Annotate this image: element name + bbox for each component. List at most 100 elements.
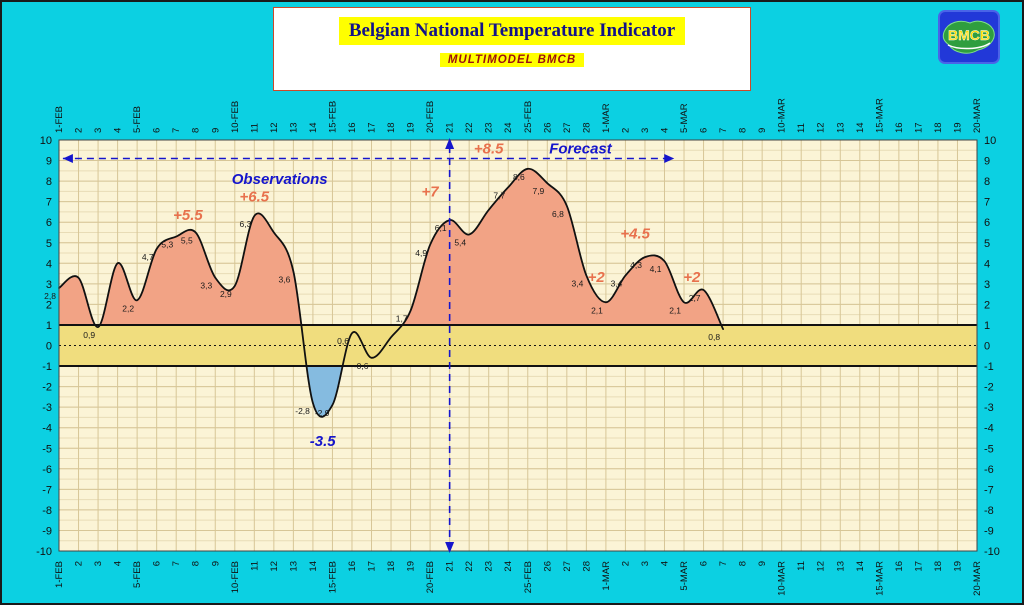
svg-text:-10: -10	[36, 546, 52, 558]
svg-text:+8.5: +8.5	[474, 140, 504, 157]
svg-text:2,1: 2,1	[669, 305, 681, 315]
svg-text:7: 7	[718, 128, 729, 133]
svg-text:-1: -1	[42, 361, 52, 373]
svg-text:10-FEB: 10-FEB	[230, 561, 241, 593]
svg-text:19: 19	[952, 561, 963, 572]
svg-text:2: 2	[74, 561, 85, 566]
svg-text:11: 11	[796, 123, 807, 133]
svg-text:0,8: 0,8	[708, 332, 720, 342]
svg-text:2,1: 2,1	[591, 305, 603, 315]
temperature-chart: 2,8 0,9 2,2 4,7 5,3 5,5 3,3 2,9 6,3 3,6 -2,8 -2,9 0,…	[36, 98, 1000, 596]
svg-text:28: 28	[581, 122, 592, 133]
svg-text:2: 2	[984, 299, 990, 311]
svg-text:7: 7	[171, 561, 182, 566]
svg-text:16: 16	[347, 561, 358, 572]
svg-text:-2,9: -2,9	[315, 408, 330, 418]
svg-text:3: 3	[46, 279, 52, 291]
svg-text:2,7: 2,7	[689, 293, 701, 303]
svg-text:9: 9	[984, 156, 990, 168]
svg-text:3: 3	[640, 128, 651, 133]
svg-text:20-MAR: 20-MAR	[972, 561, 983, 596]
svg-text:25-FEB: 25-FEB	[523, 101, 534, 133]
svg-text:-2: -2	[984, 382, 994, 394]
svg-text:27: 27	[562, 561, 573, 572]
svg-text:1: 1	[984, 320, 990, 332]
belgium-map-icon: BMCB	[942, 20, 995, 54]
svg-text:10-MAR: 10-MAR	[777, 98, 788, 133]
svg-text:4: 4	[113, 561, 124, 566]
svg-text:8: 8	[191, 128, 202, 133]
svg-text:6,8: 6,8	[552, 209, 564, 219]
svg-text:13: 13	[835, 122, 846, 133]
svg-text:7,9: 7,9	[532, 186, 544, 196]
svg-text:-9: -9	[984, 525, 994, 537]
bmcb-logo: BMCB	[938, 10, 1000, 64]
svg-text:8: 8	[738, 128, 749, 133]
svg-text:23: 23	[484, 561, 495, 572]
svg-text:8: 8	[984, 176, 990, 188]
svg-text:6: 6	[984, 217, 990, 229]
svg-text:17: 17	[913, 561, 924, 572]
svg-text:7: 7	[718, 561, 729, 566]
page-title: Belgian National Temperature Indicator	[338, 17, 686, 45]
svg-text:3: 3	[93, 128, 104, 133]
svg-text:5,5: 5,5	[181, 235, 193, 245]
svg-text:5-MAR: 5-MAR	[679, 103, 690, 133]
svg-text:7: 7	[171, 128, 182, 133]
svg-text:10-FEB: 10-FEB	[230, 101, 241, 133]
svg-text:13: 13	[835, 561, 846, 572]
svg-text:-0,6: -0,6	[354, 361, 369, 371]
svg-text:14: 14	[855, 122, 866, 133]
svg-text:6,1: 6,1	[435, 223, 447, 233]
svg-text:-3: -3	[42, 402, 52, 414]
svg-text:1-FEB: 1-FEB	[54, 561, 65, 588]
svg-text:2: 2	[46, 299, 52, 311]
svg-text:+4.5: +4.5	[620, 226, 650, 243]
svg-text:11: 11	[796, 561, 807, 571]
svg-text:-3: -3	[984, 402, 994, 414]
svg-text:18: 18	[386, 122, 397, 133]
svg-text:8: 8	[191, 561, 202, 566]
svg-text:17: 17	[367, 561, 378, 572]
svg-text:15-MAR: 15-MAR	[874, 98, 885, 133]
svg-text:12: 12	[269, 122, 280, 133]
svg-text:8: 8	[738, 561, 749, 566]
svg-text:16: 16	[894, 122, 905, 133]
svg-text:3,6: 3,6	[279, 275, 291, 285]
svg-text:6: 6	[152, 128, 163, 133]
svg-text:+2: +2	[683, 269, 701, 286]
svg-text:-4: -4	[42, 423, 52, 435]
svg-text:1,7: 1,7	[396, 314, 408, 324]
svg-text:13: 13	[288, 122, 299, 133]
svg-text:-7: -7	[42, 484, 52, 496]
svg-text:-8: -8	[984, 505, 994, 517]
svg-text:+5.5: +5.5	[173, 207, 203, 224]
svg-text:15-MAR: 15-MAR	[874, 561, 885, 596]
svg-text:8: 8	[46, 176, 52, 188]
svg-text:24: 24	[503, 122, 514, 133]
svg-text:14: 14	[308, 122, 319, 133]
svg-text:0: 0	[46, 341, 52, 353]
svg-text:3,4: 3,4	[611, 279, 623, 289]
svg-text:4: 4	[659, 561, 670, 566]
svg-text:4,3: 4,3	[630, 260, 642, 270]
svg-text:-1: -1	[984, 361, 994, 373]
svg-text:-8: -8	[42, 505, 52, 517]
svg-text:4: 4	[984, 258, 990, 270]
svg-text:2: 2	[620, 561, 631, 566]
svg-text:3: 3	[984, 279, 990, 291]
svg-text:13: 13	[288, 561, 299, 572]
svg-text:11: 11	[249, 123, 260, 133]
svg-text:2: 2	[620, 128, 631, 133]
svg-text:0,9: 0,9	[83, 330, 95, 340]
title-box: Belgian National Temperature Indicator M…	[273, 7, 751, 91]
svg-text:18: 18	[933, 122, 944, 133]
svg-text:12: 12	[816, 122, 827, 133]
svg-text:12: 12	[816, 561, 827, 572]
svg-text:-4: -4	[984, 423, 994, 435]
svg-text:20-MAR: 20-MAR	[972, 98, 983, 133]
svg-text:1-FEB: 1-FEB	[54, 106, 65, 133]
svg-text:17: 17	[913, 122, 924, 133]
svg-text:6: 6	[699, 128, 710, 133]
svg-text:9: 9	[46, 156, 52, 168]
